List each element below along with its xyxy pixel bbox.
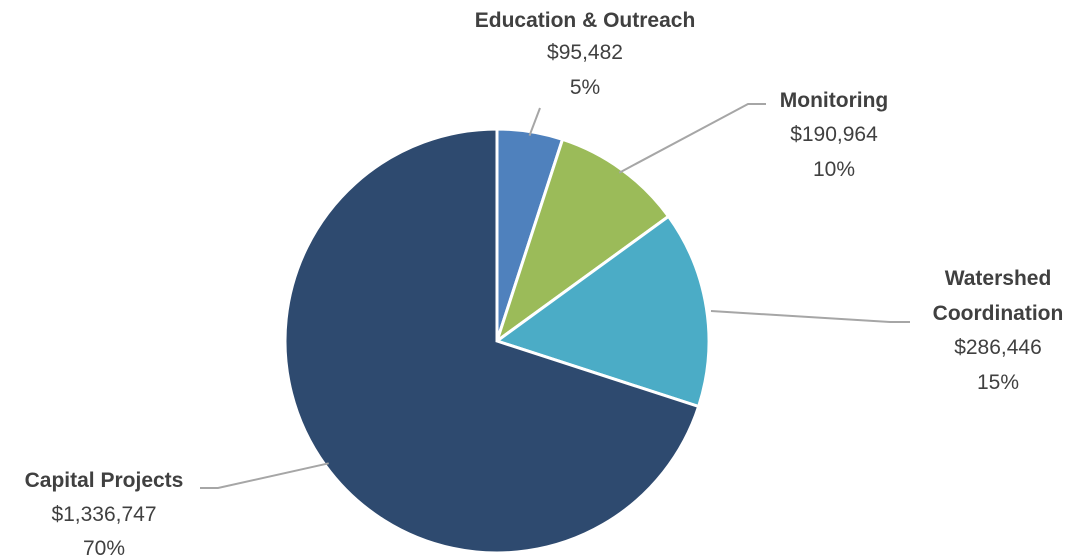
slice-name-watershed-line2: Coordination bbox=[933, 302, 1064, 325]
slice-percent-education-outreach: 5% bbox=[570, 76, 600, 99]
slice-name-capital-projects: Capital Projects bbox=[25, 469, 184, 492]
slice-value-monitoring: $190,964 bbox=[790, 123, 878, 146]
slice-percent-monitoring: 10% bbox=[813, 158, 855, 181]
data-label-watershed-coordination: Watershed Coordination $286,446 15% bbox=[933, 267, 1064, 394]
leader-line-monitoring bbox=[619, 104, 766, 173]
slice-name-education-outreach: Education & Outreach bbox=[475, 9, 696, 32]
data-label-education-outreach: Education & Outreach $95,482 5% bbox=[475, 9, 696, 99]
slice-name-watershed-line1: Watershed bbox=[945, 267, 1052, 290]
slice-value-capital-projects: $1,336,747 bbox=[51, 503, 156, 526]
slice-value-education-outreach: $95,482 bbox=[547, 41, 623, 64]
data-label-capital-projects: Capital Projects $1,336,747 70% bbox=[25, 469, 184, 559]
pie-slices bbox=[285, 129, 709, 553]
slice-value-watershed-coordination: $286,446 bbox=[954, 336, 1042, 359]
slice-name-monitoring: Monitoring bbox=[780, 89, 888, 112]
slice-percent-watershed-coordination: 15% bbox=[977, 371, 1019, 394]
leader-line-watershed-coordination bbox=[711, 311, 910, 322]
slice-percent-capital-projects: 70% bbox=[83, 537, 125, 559]
data-label-monitoring: Monitoring $190,964 10% bbox=[780, 89, 888, 181]
leader-line-capital-projects bbox=[200, 463, 329, 488]
